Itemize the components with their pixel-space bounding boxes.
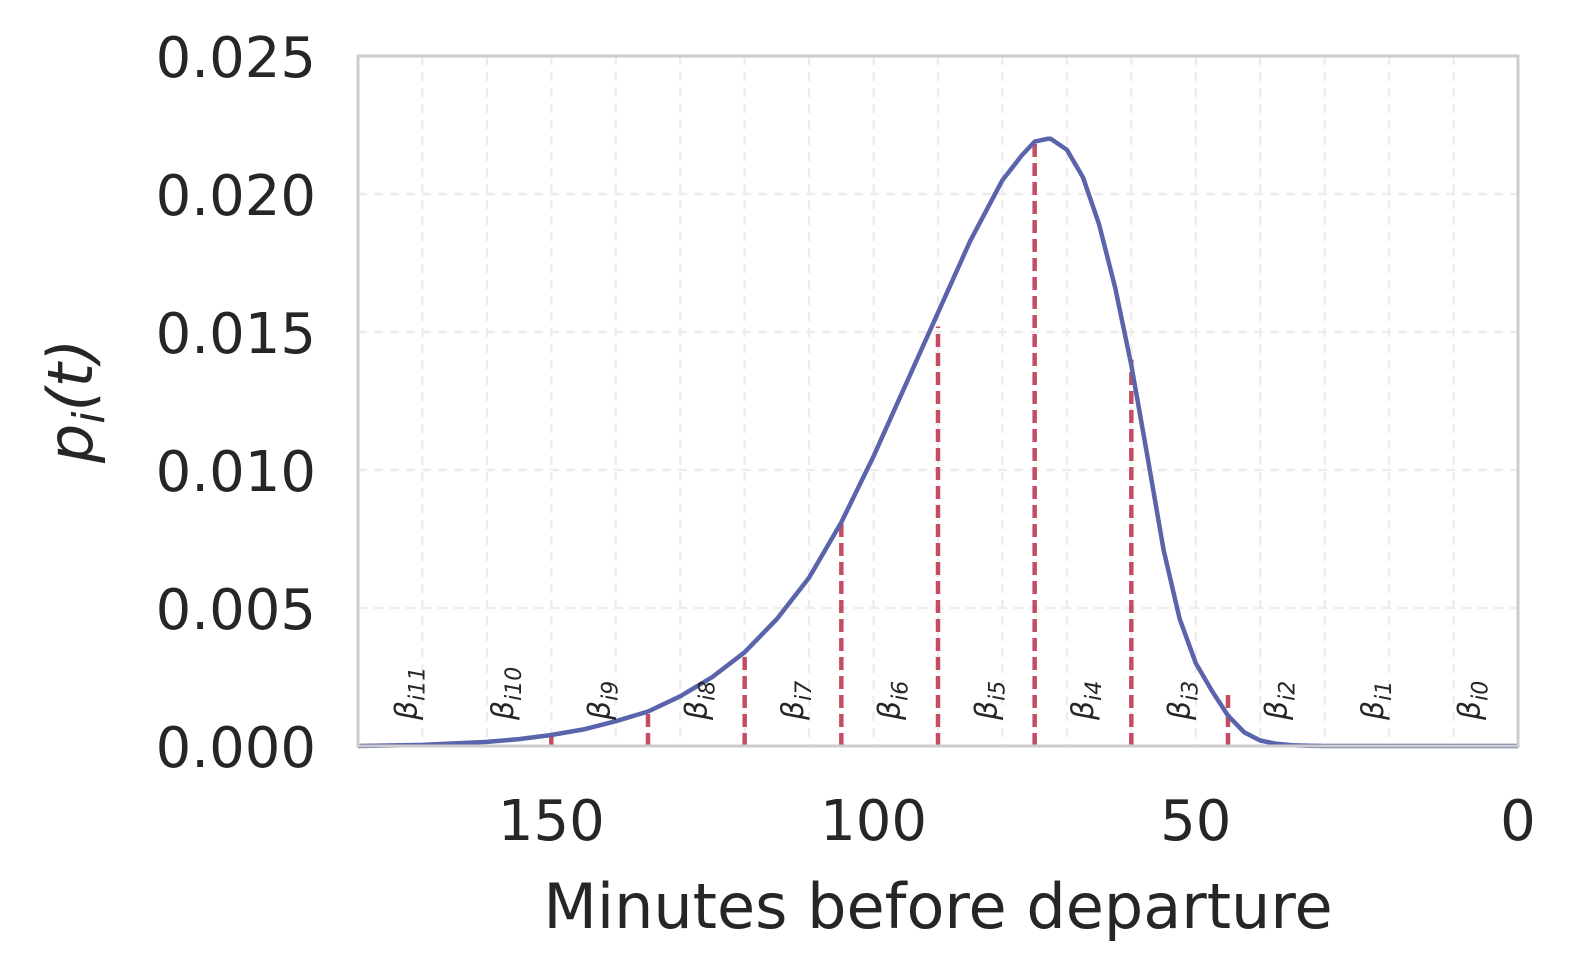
beta-annotation: βi2 [1259,681,1300,721]
grid [358,54,1518,748]
beta-annotation: βi8 [679,681,720,721]
series-line [357,136,1518,749]
beta-annotation: βi7 [776,681,817,721]
beta-annotation: βi11 [389,667,430,721]
beta-annotation: βi9 [583,681,624,721]
y-tick-label: 0.020 [156,164,316,229]
plot-frame [356,54,1520,748]
beta-annotation: βi1 [1356,681,1397,721]
beta-annotations: βi11 βi10 βi9 βi8 βi7 βi6 βi5 βi4 βi3 βi2 βi1 βi0 [389,667,1493,721]
x-tick-label: 150 [498,789,605,854]
y-tick-labels: 0.000 0.005 0.010 0.015 0.020 0.025 [156,26,316,781]
y-tick-label: 0.005 [156,578,316,643]
x-tick-label: 50 [1160,789,1231,854]
y-tick-label: 0.010 [156,440,316,505]
x-tick-labels: 150 100 50 0 [498,789,1536,854]
dashed-vertical-lines [549,141,1231,746]
x-tick-label: 0 [1500,789,1536,854]
y-tick-label: 0.000 [156,716,316,781]
beta-annotation: βi5 [969,681,1010,721]
series-lines [357,136,1518,749]
x-axis-label: Minutes before departure [543,870,1332,943]
beta-annotation: βi4 [1066,681,1107,721]
y-tick-label: 0.015 [156,302,316,367]
beta-annotation: βi6 [873,681,914,721]
x-tick-label: 100 [820,789,927,854]
beta-annotation: βi10 [486,667,527,721]
y-axis-label: pi(t) [34,339,115,464]
beta-annotation: βi3 [1163,681,1204,721]
beta-annotation: βi0 [1453,681,1494,721]
y-tick-label: 0.025 [156,26,316,91]
